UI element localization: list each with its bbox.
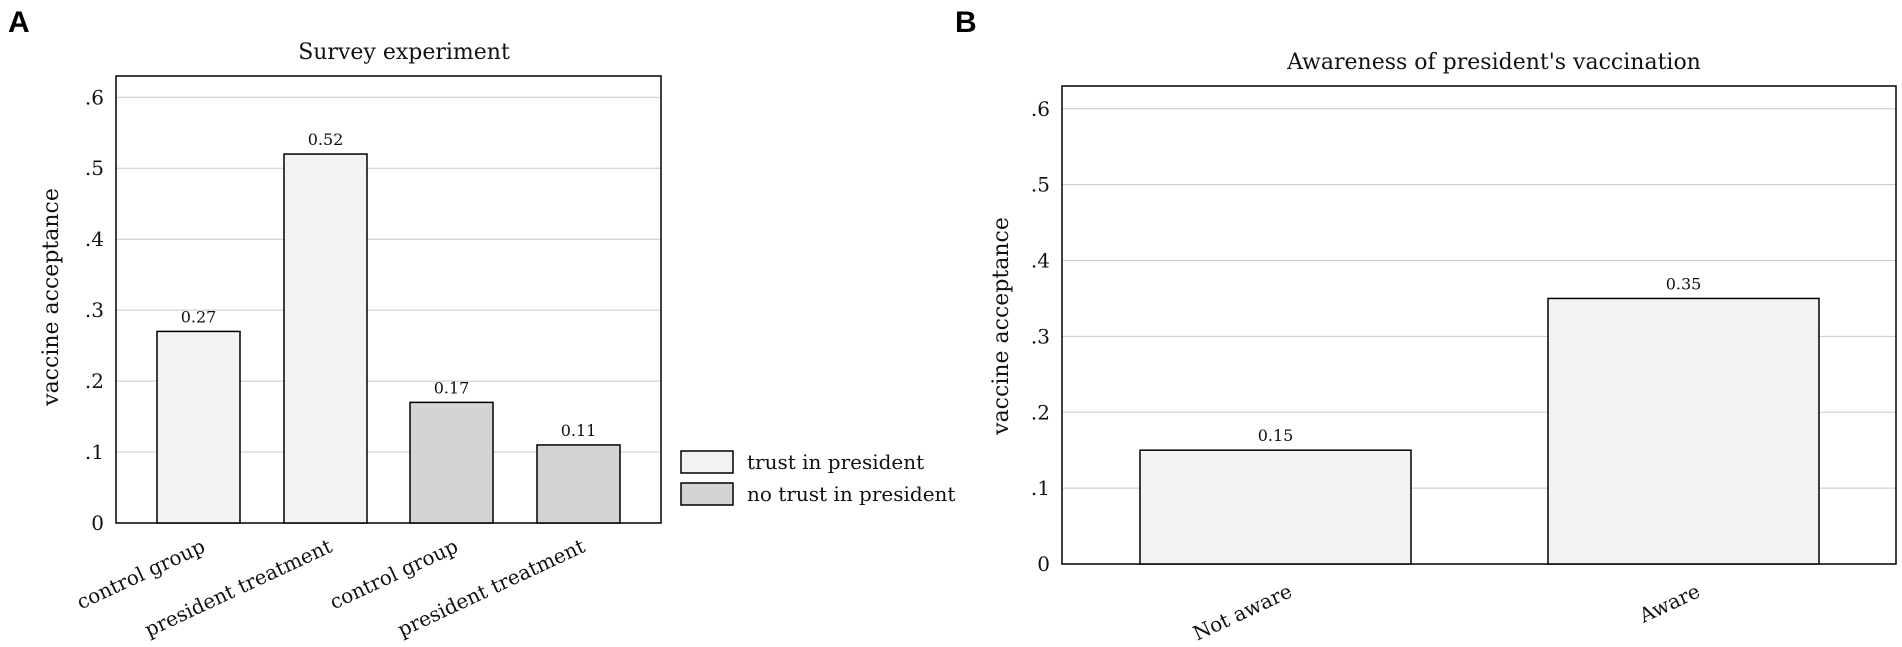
chart-survey-experiment: Survey experiment vaccine acceptance 0.1… <box>39 40 955 642</box>
data-label: 0.11 <box>561 421 597 440</box>
plot-frame <box>1061 85 1897 565</box>
y-axis-label: vaccine acceptance <box>989 217 1014 436</box>
legend-swatch <box>680 482 734 506</box>
chart-title: Awareness of president's vaccination <box>1286 50 1701 75</box>
chart-title: Survey experiment <box>298 40 510 65</box>
y-tick-label: .4 <box>1031 249 1050 273</box>
bar <box>1547 297 1820 565</box>
y-axis-label: vaccine acceptance <box>39 188 64 407</box>
data-label: 0.15 <box>1258 426 1294 445</box>
y-tick-label: 0 <box>1037 552 1050 576</box>
bar <box>283 153 368 524</box>
panel-b-letter: B <box>955 6 977 39</box>
plot-frame <box>115 75 662 524</box>
legend-label: trust in president <box>747 450 924 474</box>
y-tick-label: .1 <box>85 440 104 464</box>
bar <box>156 330 241 524</box>
y-tick-label: .3 <box>85 298 104 322</box>
y-tick-label: .6 <box>85 85 104 109</box>
data-label: 0.35 <box>1666 274 1702 293</box>
panel-a-letter: A <box>8 6 30 39</box>
bar <box>1139 449 1412 565</box>
bar <box>536 444 621 524</box>
y-tick-label: .6 <box>1031 97 1050 121</box>
y-tick-label: .5 <box>1031 173 1050 197</box>
x-tick-label: Not aware <box>1189 579 1295 646</box>
data-label: 0.17 <box>434 378 470 397</box>
y-tick-label: .2 <box>1031 400 1050 424</box>
y-tick-label: .1 <box>1031 476 1050 500</box>
y-tick-label: .4 <box>85 227 104 251</box>
bar <box>409 401 494 524</box>
y-tick-label: .3 <box>1031 324 1050 348</box>
x-tick-label: Aware <box>1635 579 1704 628</box>
y-tick-label: .2 <box>85 369 104 393</box>
legend-swatch <box>680 450 734 474</box>
legend-label: no trust in president <box>747 482 955 506</box>
y-tick-label: 0 <box>91 511 104 535</box>
data-label: 0.27 <box>181 307 217 326</box>
data-label: 0.52 <box>308 130 344 149</box>
chart-awareness: Awareness of president's vaccination vac… <box>989 50 1897 646</box>
y-tick-label: .5 <box>85 156 104 180</box>
